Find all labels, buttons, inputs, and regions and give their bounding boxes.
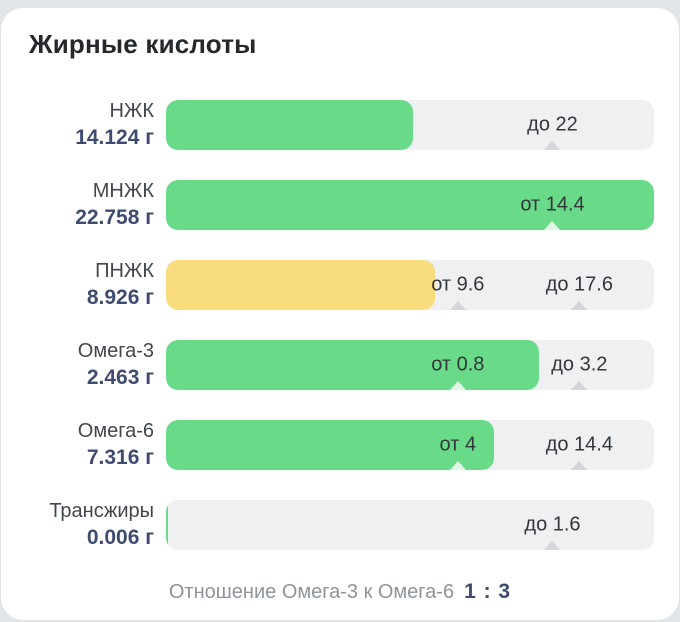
row-name: ПНЖК <box>95 260 154 282</box>
fatty-acid-row: ПНЖК 8.926 г от 9.6 до 17.6 <box>1 245 679 325</box>
row-value: 22.758 г <box>75 206 154 229</box>
bar-fill <box>166 500 169 550</box>
fatty-acid-row: МНЖК 22.758 г от 14.4 <box>1 165 679 245</box>
bar-track: от 14.4 <box>166 180 654 230</box>
bar-track: от 9.6 до 17.6 <box>166 260 654 310</box>
norm-label: от 4 <box>439 433 477 456</box>
norm-arrow-icon <box>571 461 588 470</box>
norm-arrow-icon <box>571 381 588 390</box>
ratio-value: 1 : 3 <box>464 580 512 603</box>
row-value: 7.316 г <box>86 446 154 469</box>
norm-label: от 14.4 <box>520 193 585 216</box>
bar-fill <box>166 420 495 470</box>
norm-label: до 1.6 <box>524 513 581 536</box>
norm-arrow-icon <box>571 301 588 310</box>
fatty-acids-card: Жирные кислоты НЖК 14.124 г до 22 МНЖК 22.75… <box>1 8 679 620</box>
fatty-acid-row: Омега-6 7.316 г от 4 до 14.4 <box>1 405 679 485</box>
bar-track: до 22 <box>166 100 654 150</box>
norm-arrow-icon <box>449 461 466 470</box>
norm-arrow-icon <box>544 541 561 550</box>
row-label: Трансжиры 0.006 г <box>1 499 154 551</box>
fatty-acid-row: НЖК 14.124 г до 22 <box>1 85 679 165</box>
bar-track: до 1.6 <box>166 500 654 550</box>
norm-arrow-icon <box>544 221 561 230</box>
row-value: 8.926 г <box>86 286 154 309</box>
row-name: НЖК <box>109 100 154 122</box>
norm-arrow-icon <box>449 381 466 390</box>
omega-ratio-footer: Отношение Омега-3 к Омега-6 1 : 3 <box>1 577 679 607</box>
bar-fill <box>166 260 435 310</box>
row-name: Омега-6 <box>77 420 154 442</box>
norm-arrow-icon <box>449 301 466 310</box>
bar-track: от 4 до 14.4 <box>166 420 654 470</box>
ratio-label: Отношение Омега-3 к Омега-6 <box>168 581 455 603</box>
bar-fill <box>166 180 654 230</box>
norm-label: до 3.2 <box>551 353 608 376</box>
row-label: НЖК 14.124 г <box>1 99 154 151</box>
norm-label: от 9.6 <box>431 273 485 296</box>
row-value: 2.463 г <box>86 366 154 389</box>
page-title: Жирные кислоты <box>29 29 257 59</box>
row-name: МНЖК <box>92 180 154 202</box>
bar-track: от 0.8 до 3.2 <box>166 340 654 390</box>
bar-fill <box>166 100 413 150</box>
row-label: Омега-6 7.316 г <box>1 419 154 471</box>
fatty-acid-row: Омега-3 2.463 г от 0.8 до 3.2 <box>1 325 679 405</box>
row-value: 0.006 г <box>86 526 154 549</box>
row-name: Трансжиры <box>49 500 154 522</box>
norm-label: от 0.8 <box>431 353 485 376</box>
fatty-acids-chart: НЖК 14.124 г до 22 МНЖК 22.758 г от 14.4 ПНЖК 8… <box>1 85 679 565</box>
norm-arrow-icon <box>544 141 561 150</box>
row-label: ПНЖК 8.926 г <box>1 259 154 311</box>
fatty-acid-row: Трансжиры 0.006 г до 1.6 <box>1 485 679 565</box>
bar-fill <box>166 340 540 390</box>
row-name: Омега-3 <box>77 340 154 362</box>
norm-label: до 22 <box>527 113 578 136</box>
row-label: МНЖК 22.758 г <box>1 179 154 231</box>
norm-label: до 17.6 <box>545 273 613 296</box>
norm-label: до 14.4 <box>545 433 613 456</box>
row-value: 14.124 г <box>75 126 154 149</box>
row-label: Омега-3 2.463 г <box>1 339 154 391</box>
